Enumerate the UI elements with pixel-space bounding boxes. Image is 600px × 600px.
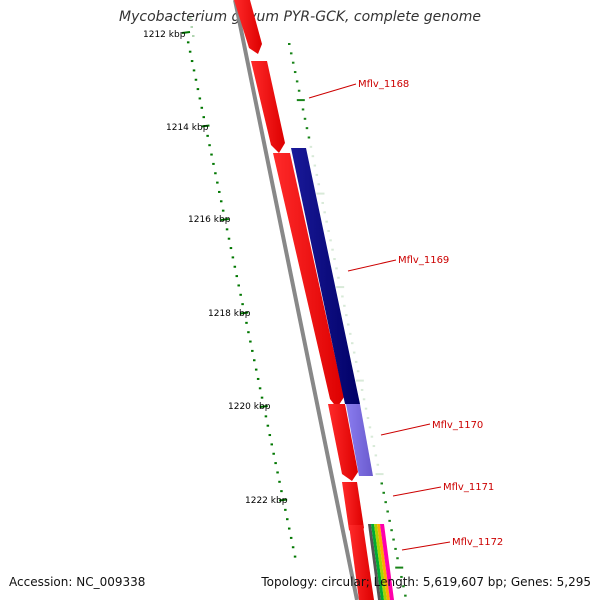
scale-label-1218: 1218 kbp [208,309,251,319]
accession-text: Accession: NC_009338 [9,575,146,589]
scale-label-1220: 1220 kbp [228,402,271,412]
gene-arrow-mflv-1172-partner[interactable] [349,525,374,600]
gene-label-mflv-1172[interactable]: Mflv_1172 [452,537,503,548]
gene-label-mflv-1168[interactable]: Mflv_1168 [358,79,409,90]
gene-arrow-top[interactable] [234,0,262,54]
gene-arrow-mflv-1171-partner[interactable] [342,482,364,537]
genome-backbone [233,0,359,600]
major-tick [201,124,210,128]
major-tick [259,405,268,408]
genome-summary-text: Topology: circular; Length: 5,619,607 bp… [261,575,591,589]
scale-ticks-inner [181,31,297,558]
gene-mflv-1170[interactable] [346,404,373,476]
scale-label-1222: 1222 kbp [245,496,288,506]
genome-title: Mycobacterium gilvum PYR-GCK, complete g… [119,9,481,25]
scale-ticks-outer [189,17,407,597]
major-tick [181,31,191,34]
major-tick [240,311,249,315]
scale-label-1214: 1214 kbp [166,123,209,133]
major-tick [279,498,288,502]
gene-mflv-1172[interactable] [368,524,394,600]
scale-label-1216: 1216 kbp [188,215,231,225]
gene-label-mflv-1171[interactable]: Mflv_1171 [443,482,494,493]
gene-arrow-mflv-1170-partner[interactable] [328,404,358,481]
gene-arrow-mflv-1169-partner[interactable] [273,153,344,408]
major-tick [220,218,229,221]
gene-mflv-1169[interactable] [291,148,360,404]
gene-arrow-mflv-1168[interactable] [251,61,285,153]
gene-label-mflv-1169[interactable]: Mflv_1169 [398,255,449,266]
gene-label-mflv-1170[interactable]: Mflv_1170 [432,420,483,431]
label-leader-lines [308,83,451,551]
scale-label-1212: 1212 kbp [143,30,186,40]
